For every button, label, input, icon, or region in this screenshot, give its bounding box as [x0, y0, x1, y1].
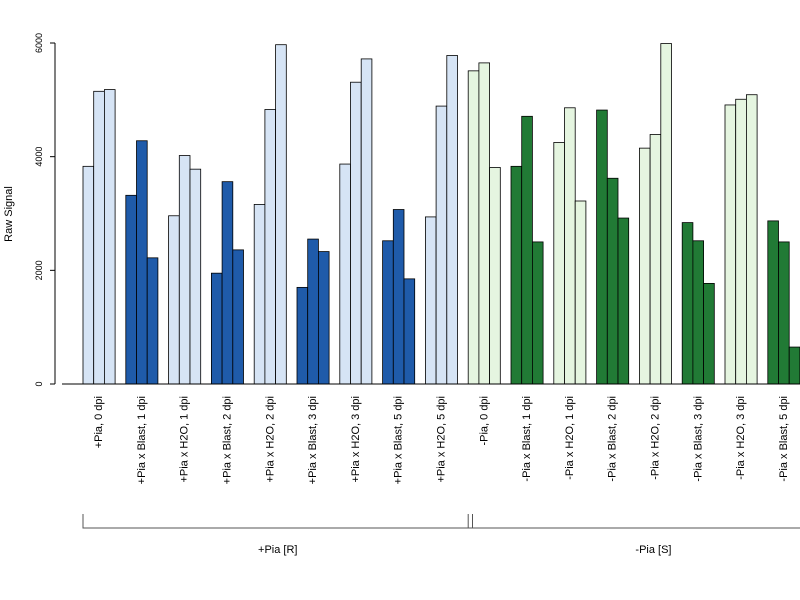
bar — [446, 55, 458, 385]
bar — [553, 142, 565, 385]
bar — [82, 165, 95, 385]
y-axis: 0 2000 4000 6000 — [34, 33, 56, 387]
bar — [392, 209, 405, 385]
bar — [478, 62, 490, 385]
y-tick-label: 2000 — [34, 260, 44, 280]
category-label: +Pia x Blast, 5 dpi — [393, 396, 405, 484]
bar — [221, 181, 234, 385]
category-label: -Pia x Blast, 5 dpi — [778, 396, 790, 482]
x-axis-category-labels: +Pia, 0 dpi +Pia x Blast, 1 dpi +Pia x H2O… — [93, 396, 790, 484]
bar — [424, 216, 437, 385]
bar — [307, 238, 319, 385]
category-label: +Pia x H2O, 5 dpi — [435, 396, 447, 483]
category-label: -Pia x Blast, 2 dpi — [607, 396, 619, 482]
y-tick-label: 6000 — [34, 33, 44, 53]
y-tick-label: 0 — [34, 381, 44, 386]
category-label: +Pia x Blast, 3 dpi — [307, 396, 319, 484]
bar — [382, 240, 394, 385]
bar — [296, 286, 309, 385]
category-label: -Pia x H2O, 1 dpi — [564, 396, 576, 480]
bar — [574, 200, 587, 385]
bar — [178, 155, 191, 385]
bar — [660, 43, 672, 385]
bar — [146, 257, 159, 385]
category-label: +Pia, 0 dpi — [93, 396, 105, 448]
bar — [467, 70, 480, 385]
category-label: +Pia x H2O, 3 dpi — [350, 396, 362, 483]
bar — [93, 90, 105, 385]
y-tick-label: 4000 — [34, 147, 44, 167]
group-label: +Pia [R] — [258, 544, 297, 556]
bar — [253, 204, 266, 385]
category-label: -Pia x Blast, 3 dpi — [692, 396, 704, 482]
category-label: -Pia x Blast, 1 dpi — [521, 396, 533, 482]
bar — [788, 346, 800, 385]
bar — [649, 134, 662, 385]
bar — [703, 282, 715, 385]
bar — [275, 44, 287, 385]
bar — [350, 81, 362, 385]
category-label: +Pia x Blast, 2 dpi — [221, 396, 233, 484]
category-label: -Pia x H2O, 3 dpi — [735, 396, 747, 480]
category-label: +Pia x H2O, 1 dpi — [179, 396, 191, 483]
category-label: +Pia x Blast, 1 dpi — [136, 396, 148, 484]
bar — [264, 109, 276, 385]
bar — [104, 89, 116, 385]
bar — [606, 177, 619, 385]
bar — [232, 249, 244, 385]
bar — [521, 115, 533, 385]
bar — [125, 194, 137, 385]
category-label: -Pia, 0 dpi — [478, 396, 490, 446]
category-label: -Pia x H2O, 2 dpi — [649, 396, 661, 480]
bar — [510, 165, 523, 385]
bar — [435, 105, 448, 385]
bar — [681, 222, 694, 385]
group-brackets: +Pia [R] -Pia [S] — [82, 514, 800, 556]
bar — [746, 94, 758, 385]
bar — [735, 98, 747, 385]
group-label: -Pia [S] — [635, 544, 671, 556]
bar — [767, 220, 779, 385]
bar — [339, 163, 351, 385]
y-axis-title: Raw Signal — [3, 186, 15, 242]
bar — [489, 167, 501, 385]
bar — [692, 240, 705, 385]
bar — [136, 140, 148, 385]
bar — [168, 215, 180, 385]
group-bracket — [467, 514, 800, 529]
bar — [639, 147, 651, 385]
bars-layer — [62, 43, 800, 385]
bar — [532, 241, 544, 385]
bar — [596, 109, 608, 385]
bar — [778, 241, 790, 385]
bar — [360, 58, 373, 385]
group-bracket — [82, 514, 473, 529]
bar — [617, 217, 630, 385]
bar — [189, 168, 202, 385]
bar — [403, 278, 416, 385]
bar — [564, 107, 576, 385]
bar — [210, 272, 223, 385]
bar — [724, 104, 737, 385]
category-label: +Pia x H2O, 2 dpi — [264, 396, 276, 483]
bar — [317, 251, 330, 385]
